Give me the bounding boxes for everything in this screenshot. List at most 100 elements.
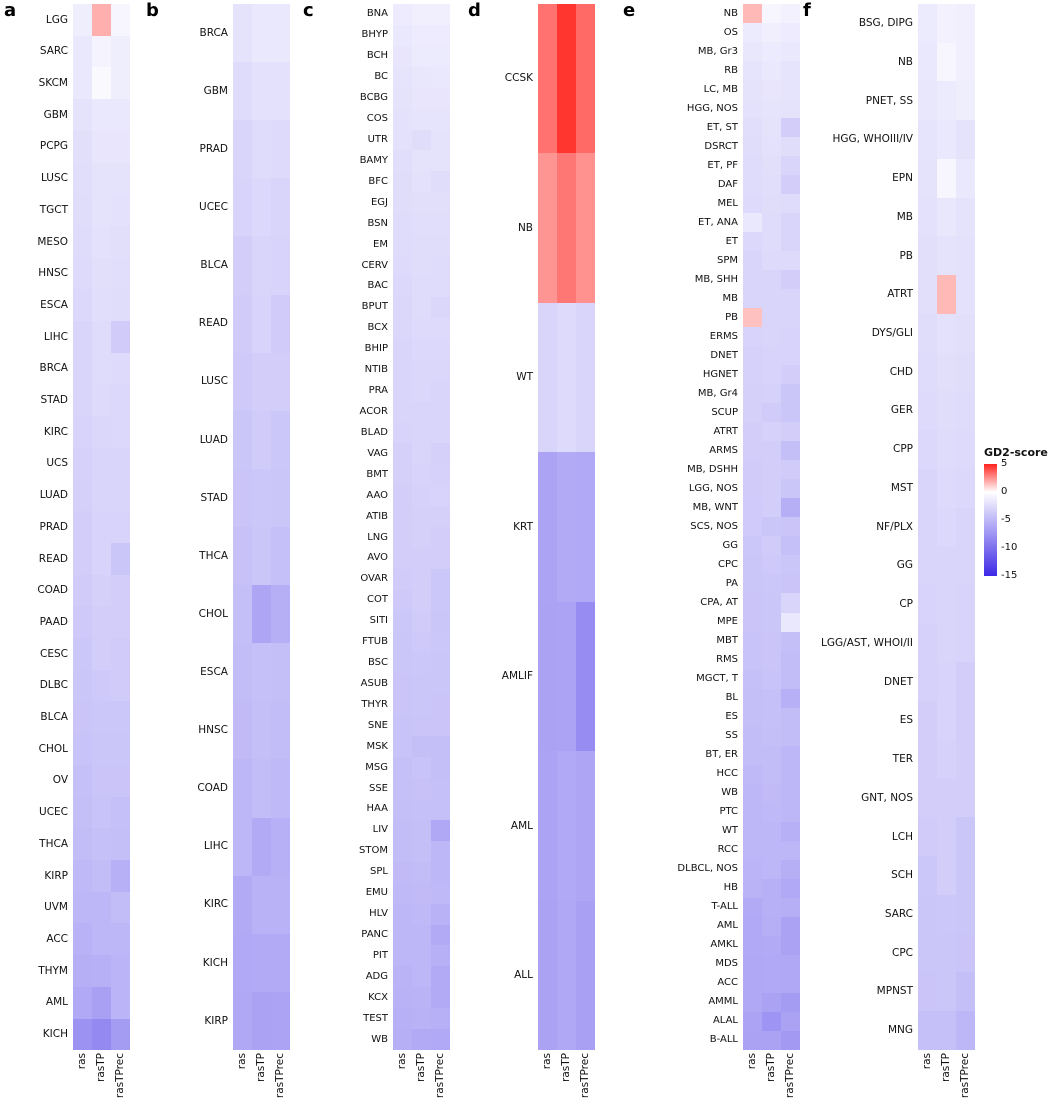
heatmap-cell [781,403,800,423]
heatmap-cell [431,401,450,423]
row-label: LGG, NOS [688,482,738,494]
heatmap-cell [557,751,576,901]
heatmap-cell [431,987,450,1009]
legend-tick: -15 [1001,570,1018,581]
heatmap-cell [393,589,412,611]
heatmap-cell [431,631,450,653]
heatmap-cell [743,137,762,157]
heatmap-cell [743,479,762,499]
heatmap-cell [412,903,431,925]
row-label: PRAD [199,143,228,156]
heatmap-cell [393,1008,412,1030]
column-label-text: ras [746,1053,759,1070]
row-label: KIRC [43,425,68,438]
heatmap-cell [937,507,956,547]
heatmap-cell [271,643,290,702]
heatmap-cell [762,992,781,1012]
column-label: rasTPrec [271,1053,290,1100]
heatmap-row: BAC [330,275,450,297]
heatmap-row: HNSC [2,257,130,290]
heatmap-cell [252,875,271,934]
heatmap-row: MB [800,197,975,237]
heatmap-cell [431,24,450,46]
heatmap-cell [431,589,450,611]
row-label: ATRT [887,288,913,301]
heatmap-cell [743,327,762,347]
row-label: PRAD [39,520,68,533]
row-label: HGG, WHOIII/IV [832,133,914,146]
heatmap-cell [412,171,431,193]
heatmap-cell [393,506,412,528]
column-labels: ras rasTP rasTPrec [393,1053,450,1100]
row-label: BCH [366,50,388,62]
column-label-text: rasTPrec [434,1053,447,1099]
heatmap-cell [73,99,92,131]
heatmap-cell [393,527,412,548]
heatmap-row: EMU [330,882,450,904]
heatmap-row: BPUT [330,296,450,318]
heatmap-row: KCX [330,987,450,1009]
heatmap-row: MB [660,289,800,309]
heatmap-cell [73,986,92,1019]
heatmap-cell [271,62,290,121]
heatmap-cell [271,817,290,876]
heatmap-cell [781,498,800,518]
heatmap-cell [781,593,800,613]
row-label: B-ALL [709,1034,738,1046]
panel-letter-e: e [623,0,636,21]
heatmap-row: MGCT, T [660,669,800,689]
heatmap-cell [92,289,111,322]
heatmap-cell [233,585,252,644]
heatmap-cell [393,45,412,67]
heatmap-row: AMKL [660,935,800,955]
heatmap-cell [412,736,431,758]
heatmap-cell [252,759,271,818]
row-label: ES [725,711,738,723]
heatmap-cell [92,764,111,797]
heatmap-cell [937,856,956,895]
row-label: STOM [359,845,388,857]
heatmap-row: PA [660,574,800,594]
heatmap-cell [393,66,412,88]
heatmap-cell [762,536,781,556]
heatmap-cell [743,384,762,404]
heatmap-cell [937,546,956,586]
heatmap-cell [73,542,92,575]
heatmap-row: MB, DSHH [660,460,800,480]
heatmap-cell [557,452,576,602]
column-label: rasTPrec [111,1053,130,1100]
heatmap-row: SPL [330,861,450,883]
heatmap-row: DYS/GLI [800,313,975,353]
heatmap-row: ESCA [2,289,130,322]
row-label: ALAL [712,1015,738,1027]
row-label: DNET [710,349,738,361]
heatmap-cell [937,701,956,740]
row-label: WB [721,787,738,799]
heatmap-row: AMML [660,992,800,1012]
heatmap-row: ET, ST [660,118,800,138]
row-label: GER [890,404,913,417]
heatmap-cell [781,137,800,157]
heatmap-cell [393,610,412,632]
heatmap-row: TEST [330,1008,450,1030]
heatmap-cell [393,192,412,214]
heatmap-cell [233,236,252,295]
heatmap-cell [781,194,800,214]
row-label: MPE [717,616,738,627]
heatmap-row: LIV [330,819,450,841]
row-label: PNET, SS [865,94,913,107]
heatmap-cell [412,422,431,444]
heatmap-row: LUAD [160,410,290,469]
heatmap-cell [412,840,431,862]
heatmap-row: HGG, NOS [660,99,800,119]
column-label-text: ras [396,1053,409,1070]
heatmap-row: PANC [330,924,450,946]
heatmap-cell [743,403,762,423]
column-label: ras [538,1053,557,1100]
heatmap-row: THYR [330,694,450,716]
heatmap-cell [956,42,975,82]
heatmap-cell [393,87,412,109]
heatmap-cell [781,213,800,233]
heatmap-cell [762,270,781,290]
heatmap-cell [956,585,975,624]
